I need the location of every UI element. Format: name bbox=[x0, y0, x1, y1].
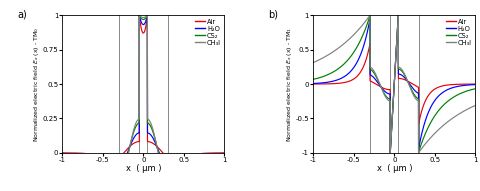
Line: CS₂: CS₂ bbox=[313, 15, 475, 153]
CH₃I bbox=[387, 151, 393, 153]
H₂O bbox=[136, 14, 142, 17]
Air bbox=[378, 86, 384, 88]
Line: CH₃I: CH₃I bbox=[313, 15, 475, 153]
H₂O bbox=[387, 152, 393, 154]
CS₂ bbox=[468, 89, 473, 91]
H₂O bbox=[128, 144, 133, 146]
Air bbox=[60, 152, 65, 154]
H₂O bbox=[221, 152, 227, 155]
CS₂ bbox=[144, 14, 150, 16]
Line: Air: Air bbox=[313, 15, 475, 153]
CH₃I bbox=[428, 136, 434, 138]
Air bbox=[136, 15, 142, 17]
CH₃I bbox=[468, 107, 473, 109]
CH₃I bbox=[416, 152, 421, 154]
CS₂ bbox=[128, 142, 133, 145]
Air bbox=[208, 152, 214, 154]
Air bbox=[387, 151, 393, 153]
CH₃I bbox=[472, 104, 478, 107]
Air bbox=[472, 83, 478, 85]
CS₂ bbox=[208, 160, 214, 163]
CH₃I bbox=[379, 87, 384, 89]
H₂O bbox=[472, 83, 478, 86]
Text: b): b) bbox=[268, 10, 278, 20]
Y-axis label: Normalized electric field $E_x$ (x) - TM$_0$: Normalized electric field $E_x$ (x) - TM… bbox=[32, 26, 41, 142]
CH₃I bbox=[216, 165, 222, 167]
H₂O bbox=[387, 151, 393, 153]
H₂O bbox=[396, 14, 401, 16]
H₂O bbox=[177, 190, 183, 191]
H₂O bbox=[129, 141, 134, 143]
CH₃I bbox=[380, 90, 385, 92]
Air bbox=[380, 87, 385, 89]
CS₂ bbox=[380, 89, 385, 92]
H₂O bbox=[378, 86, 384, 89]
Air bbox=[468, 83, 473, 85]
Air bbox=[144, 14, 150, 16]
CS₂ bbox=[459, 92, 465, 94]
Line: Air: Air bbox=[62, 15, 224, 191]
Air bbox=[221, 152, 227, 154]
CH₃I bbox=[128, 142, 133, 145]
Air bbox=[177, 164, 183, 166]
CH₃I bbox=[60, 162, 65, 165]
CS₂ bbox=[428, 121, 434, 123]
H₂O bbox=[216, 153, 222, 155]
CH₃I bbox=[311, 62, 316, 64]
Line: H₂O: H₂O bbox=[62, 15, 224, 191]
Legend: Air, H₂O, CS₂, CH₃I: Air, H₂O, CS₂, CH₃I bbox=[446, 19, 472, 46]
Air bbox=[128, 145, 133, 147]
CS₂ bbox=[136, 14, 142, 16]
Legend: Air, H₂O, CS₂, CH₃I: Air, H₂O, CS₂, CH₃I bbox=[195, 19, 221, 46]
CS₂ bbox=[129, 138, 134, 140]
CH₃I bbox=[136, 14, 142, 16]
Air bbox=[428, 91, 434, 93]
X-axis label: x  ( μm ): x ( μm ) bbox=[126, 164, 161, 173]
Air bbox=[311, 83, 316, 85]
Line: CS₂: CS₂ bbox=[62, 15, 224, 191]
Line: H₂O: H₂O bbox=[313, 15, 475, 153]
CS₂ bbox=[387, 152, 393, 154]
CS₂ bbox=[60, 155, 65, 158]
CS₂ bbox=[396, 14, 401, 16]
Text: a): a) bbox=[17, 10, 27, 20]
CS₂ bbox=[387, 151, 393, 153]
X-axis label: x  ( μm ): x ( μm ) bbox=[376, 164, 412, 173]
H₂O bbox=[311, 82, 316, 85]
H₂O bbox=[380, 88, 385, 90]
Air bbox=[387, 152, 393, 154]
CH₃I bbox=[208, 171, 214, 173]
Y-axis label: Normalized electric field $E_x$ (x) - TM$_1$: Normalized electric field $E_x$ (x) - TM… bbox=[285, 27, 294, 142]
Line: CH₃I: CH₃I bbox=[62, 15, 224, 191]
CS₂ bbox=[378, 87, 384, 89]
CS₂ bbox=[216, 157, 222, 159]
H₂O bbox=[208, 154, 214, 156]
H₂O bbox=[468, 84, 473, 86]
Air bbox=[459, 83, 465, 85]
CH₃I bbox=[221, 162, 227, 165]
CH₃I bbox=[459, 111, 465, 113]
H₂O bbox=[459, 84, 465, 87]
CS₂ bbox=[472, 88, 478, 90]
Air bbox=[129, 144, 134, 146]
CH₃I bbox=[129, 136, 134, 139]
CS₂ bbox=[221, 155, 227, 158]
H₂O bbox=[60, 152, 65, 155]
CS₂ bbox=[311, 78, 316, 80]
Air bbox=[396, 14, 401, 16]
CH₃I bbox=[144, 14, 150, 16]
CH₃I bbox=[367, 14, 373, 16]
H₂O bbox=[428, 106, 434, 108]
Air bbox=[216, 152, 222, 154]
H₂O bbox=[144, 14, 150, 16]
